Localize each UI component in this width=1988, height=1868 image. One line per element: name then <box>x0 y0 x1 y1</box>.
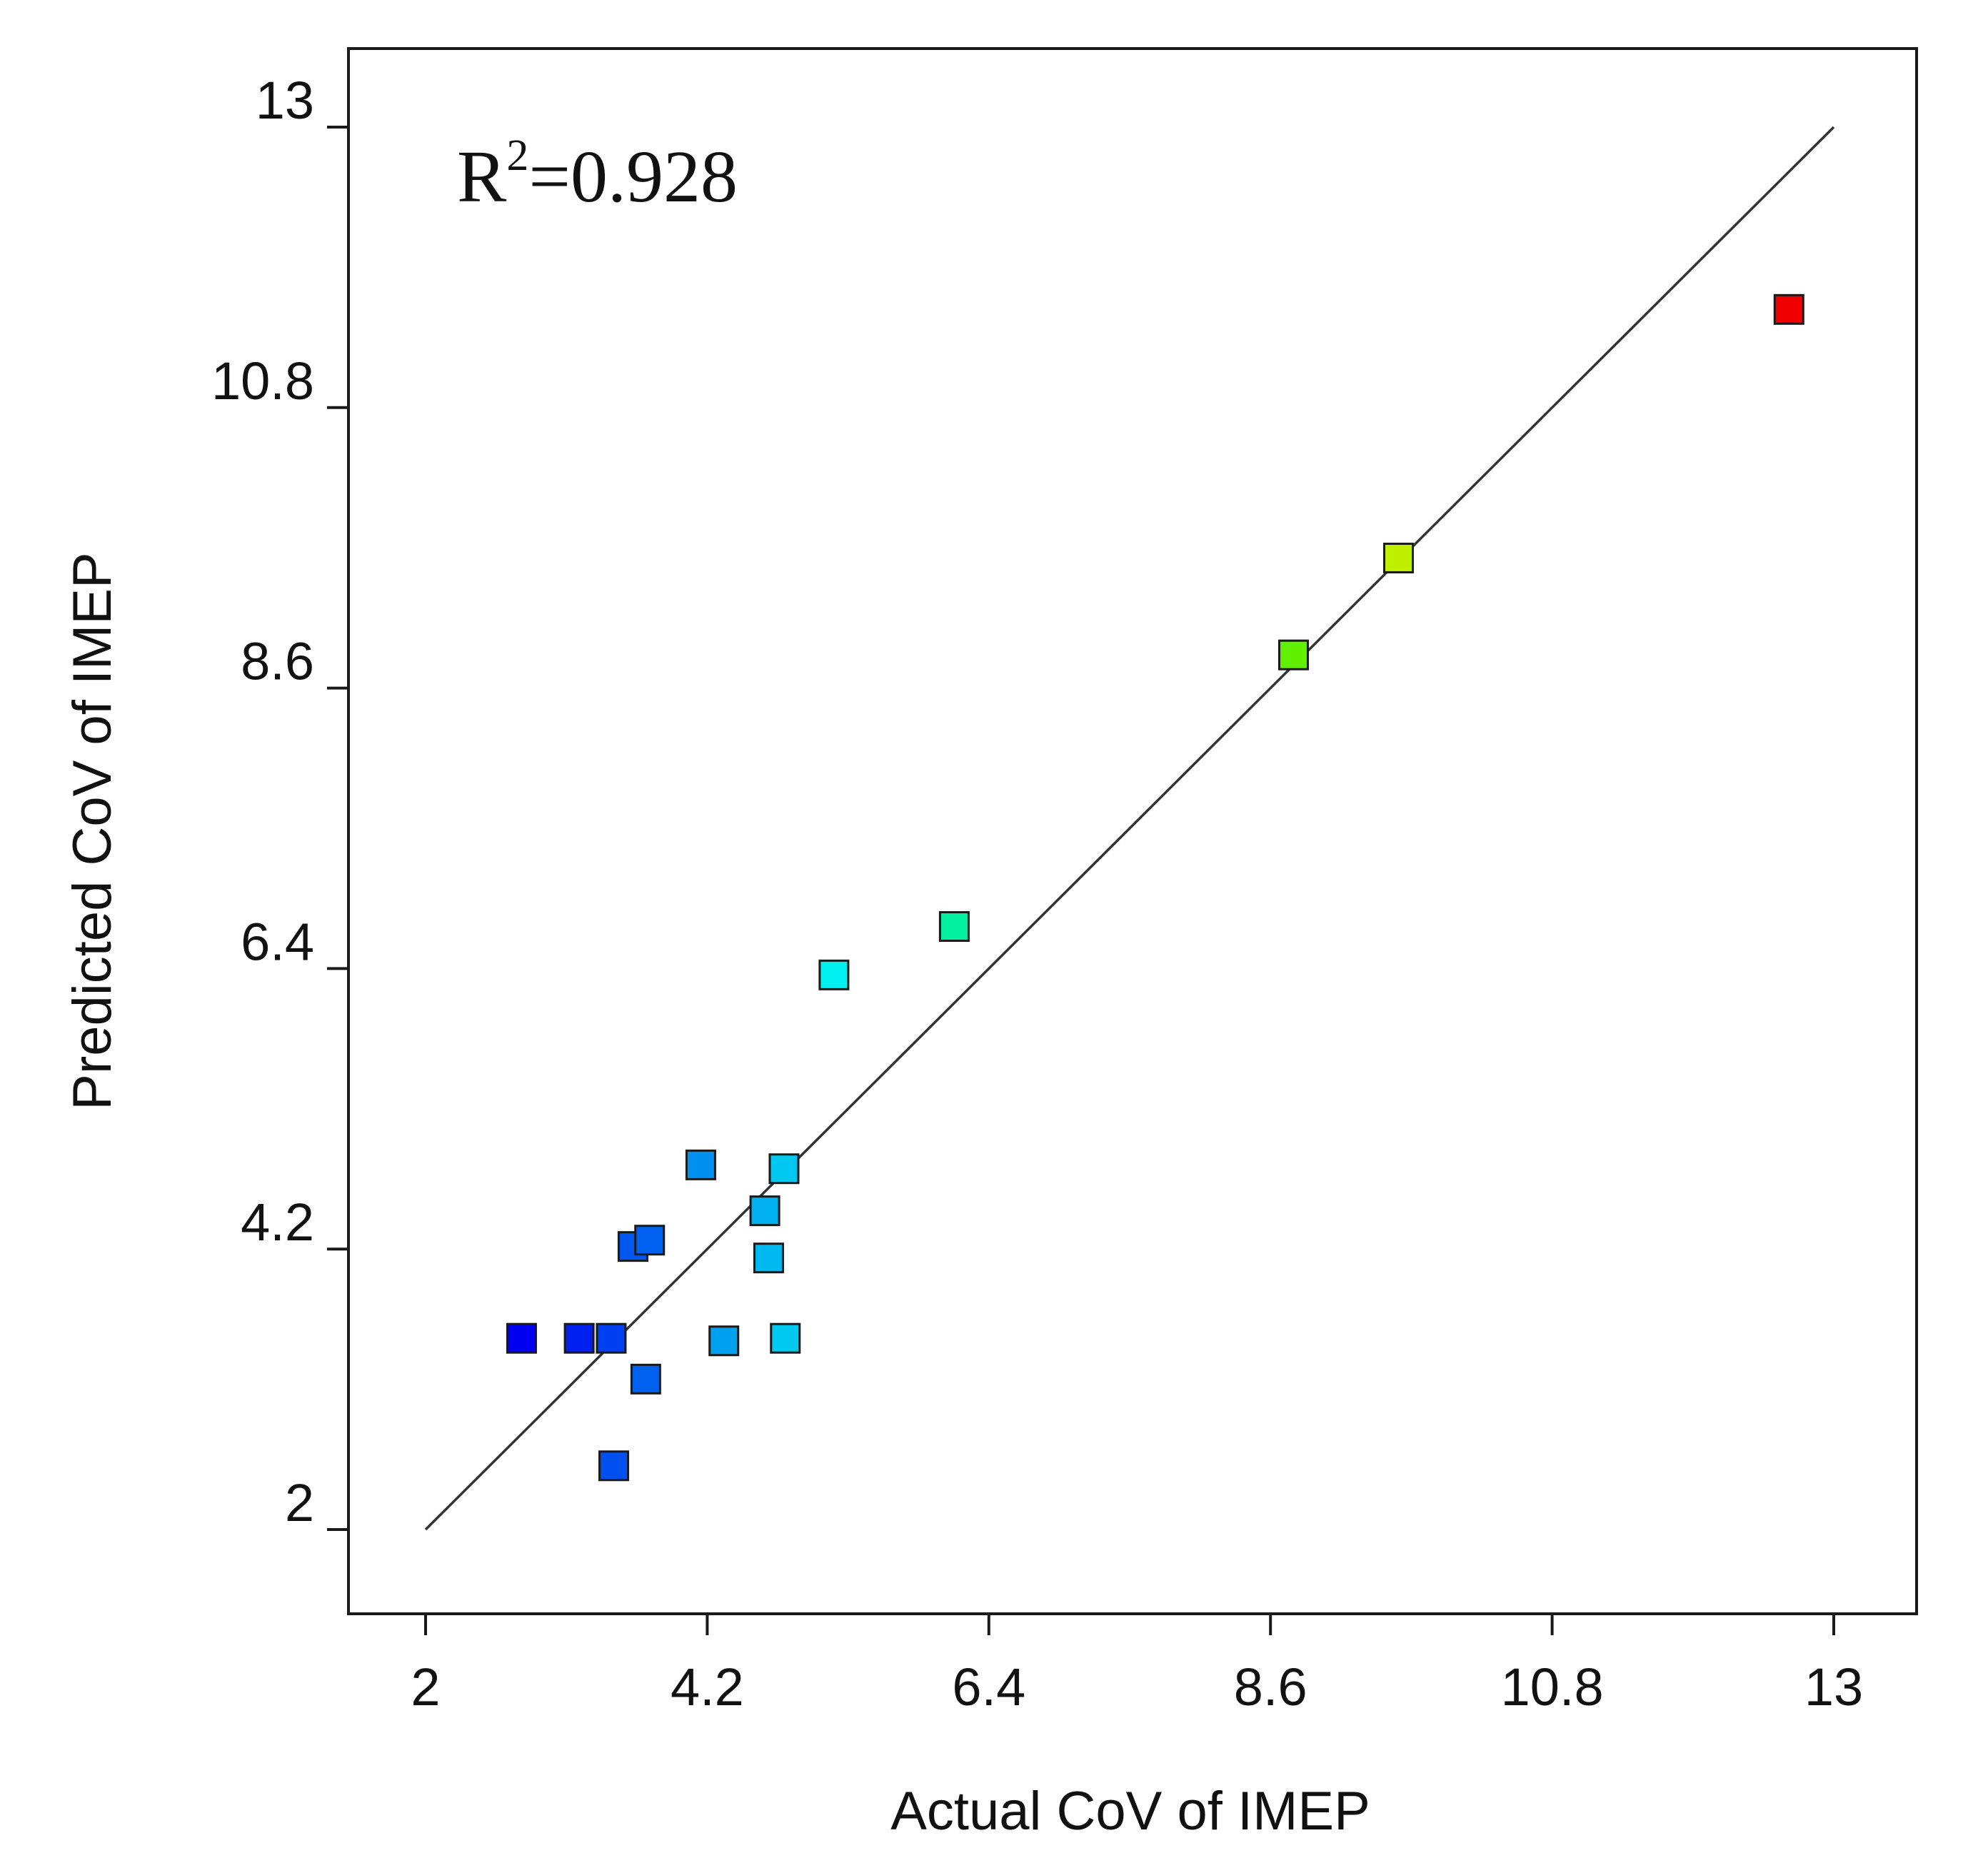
data-point <box>770 1322 801 1354</box>
r-squared-value: =0.928 <box>528 136 738 218</box>
y-tick-label: 2 <box>285 1473 314 1532</box>
data-points <box>506 293 1804 1482</box>
data-point <box>708 1325 740 1357</box>
y-axis-title: Predicted CoV of IMEP <box>62 552 123 1110</box>
data-point <box>685 1149 716 1180</box>
r-squared-superscript: 2 <box>506 131 528 180</box>
data-point <box>506 1322 537 1354</box>
data-point <box>1382 542 1414 573</box>
x-tick-label: 10.8 <box>1501 1657 1604 1717</box>
x-tick-label: 4.2 <box>671 1657 744 1717</box>
data-point <box>753 1242 784 1274</box>
reference-line <box>424 126 1835 1531</box>
r-squared-base: R <box>457 136 507 218</box>
data-point <box>749 1195 780 1227</box>
data-point <box>563 1322 595 1354</box>
x-tick-label: 8.6 <box>1234 1657 1307 1717</box>
data-point <box>768 1153 800 1185</box>
y-tick-label: 10.8 <box>211 351 314 411</box>
data-point <box>1773 293 1804 325</box>
x-tick-label: 6.4 <box>952 1657 1025 1717</box>
x-axis-title: Actual CoV of IMEP <box>890 1781 1370 1842</box>
y-tick-label: 8.6 <box>241 632 314 691</box>
data-point <box>596 1322 627 1354</box>
data-point <box>634 1225 666 1256</box>
data-point <box>818 959 850 990</box>
r-squared-annotation: R2=0.928 <box>457 131 738 218</box>
x-axis: 2 4.2 6.4 8.6 10.8 13 <box>411 1614 1863 1717</box>
y-axis: 2 4.2 6.4 8.6 10.8 13 <box>211 71 348 1532</box>
data-point <box>938 910 970 942</box>
data-point <box>1277 639 1309 671</box>
data-point <box>598 1450 630 1482</box>
y-tick-label: 4.2 <box>241 1192 314 1252</box>
x-tick-label: 13 <box>1804 1657 1863 1717</box>
plot-frame <box>347 47 1918 1615</box>
y-tick-label: 13 <box>256 71 314 130</box>
x-tick-label: 2 <box>411 1657 440 1717</box>
y-tick-label: 6.4 <box>241 912 314 971</box>
data-point <box>630 1363 661 1395</box>
